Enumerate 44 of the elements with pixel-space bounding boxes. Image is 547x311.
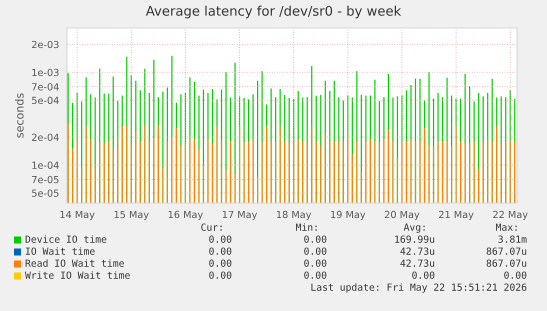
legend-label: Device IO time <box>26 235 106 243</box>
text: 0.00 <box>209 247 232 255</box>
text: 867.07u <box>486 259 526 267</box>
text: Max: <box>496 224 517 231</box>
y-tick-label: 7e-04 <box>32 83 59 90</box>
text: 0.00 <box>209 271 232 279</box>
y-tick-label: 5e-04 <box>32 96 59 104</box>
text: Last update: Fri May 22 15:51:21 2026 <box>311 283 526 293</box>
text: 0.00 <box>304 235 326 243</box>
text: 0.00 <box>209 259 232 267</box>
text: 0.00 <box>304 271 326 279</box>
y-tick-label: 2e-03 <box>32 40 59 48</box>
text: Cur: <box>201 223 222 231</box>
x-tick-label: 14 May <box>60 210 95 220</box>
text: 0.00 <box>304 247 326 255</box>
chart-title: Average latency for /dev/sr0 - by week <box>146 6 402 18</box>
legend-label: IO Wait time <box>26 247 95 255</box>
text: 169.99u <box>395 235 434 243</box>
text: 867.07u <box>486 247 526 255</box>
x-tick-label: 22 May <box>493 210 528 220</box>
x-tick-label: 20 May <box>384 210 420 220</box>
text: 3.81m <box>498 235 527 243</box>
text: 0.00 <box>209 235 232 243</box>
y-tick-label: 2e-04 <box>32 134 59 141</box>
x-tick-label: 16 May <box>168 210 203 220</box>
legend-label: Write IO Wait time <box>25 271 130 279</box>
text: Min: <box>296 223 317 231</box>
x-tick-label: 19 May <box>331 210 366 220</box>
y-tick-label: 7e-05 <box>32 176 59 184</box>
text: Avg: <box>404 224 425 233</box>
y-axis-title: seconds <box>15 93 24 138</box>
text: 42.73u <box>400 259 434 267</box>
text: 0.00 <box>304 259 326 267</box>
x-tick-label: 17 May <box>222 210 258 220</box>
y-tick-label: 1e-04 <box>32 162 59 169</box>
text: 0.00 <box>504 271 526 279</box>
x-tick-label: 21 May <box>439 210 474 220</box>
y-tick-label: 1e-03 <box>32 68 59 76</box>
x-tick-label: 18 May <box>276 210 312 220</box>
text: 0.00 <box>412 271 434 279</box>
legend-label: Read IO Wait time <box>26 259 124 267</box>
text: 42.73u <box>400 247 434 255</box>
x-tick-label: 15 May <box>114 210 149 220</box>
y-tick-label: 5e-05 <box>32 189 59 197</box>
